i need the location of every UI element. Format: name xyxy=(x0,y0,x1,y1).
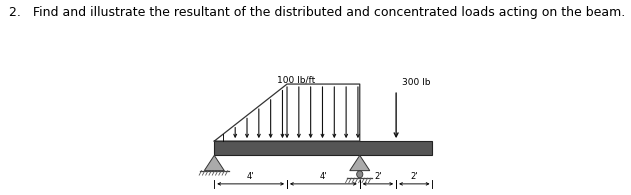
Circle shape xyxy=(357,171,363,178)
Text: 300 lb: 300 lb xyxy=(401,78,430,87)
Polygon shape xyxy=(204,155,224,171)
Text: 2.   Find and illustrate the resultant of the distributed and concentrated loads: 2. Find and illustrate the resultant of … xyxy=(9,6,626,19)
Text: 2': 2' xyxy=(374,172,382,181)
Text: 2': 2' xyxy=(411,172,418,181)
Polygon shape xyxy=(350,155,370,171)
Text: 4': 4' xyxy=(320,172,327,181)
Text: 4': 4' xyxy=(247,172,254,181)
Polygon shape xyxy=(215,141,432,155)
Text: 100 lb/ft: 100 lb/ft xyxy=(277,75,316,84)
